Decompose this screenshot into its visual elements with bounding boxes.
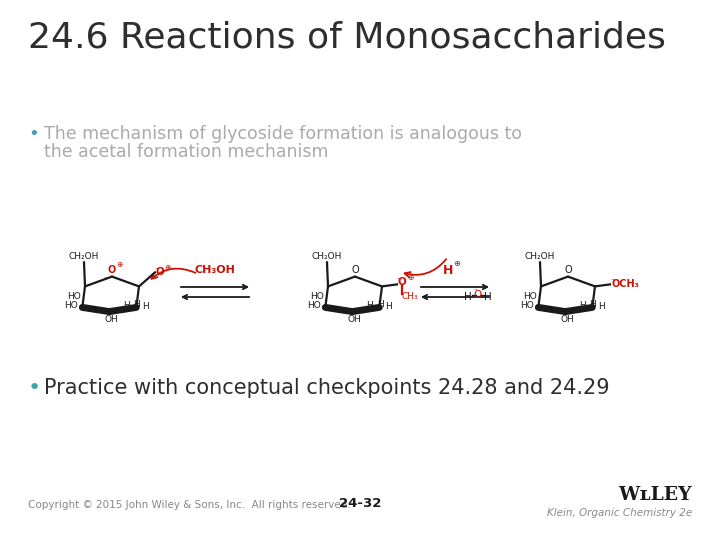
Text: H: H — [598, 302, 605, 311]
Text: ⊕: ⊕ — [164, 263, 171, 272]
Text: HO: HO — [521, 301, 534, 310]
Text: •: • — [28, 125, 39, 143]
Text: Practice with conceptual checkpoints 24.28 and 24.29: Practice with conceptual checkpoints 24.… — [44, 378, 610, 398]
Text: H: H — [385, 302, 392, 311]
Text: ..: .. — [610, 275, 614, 281]
Text: O: O — [108, 265, 116, 275]
Text: H: H — [590, 300, 596, 309]
Text: ⊕: ⊕ — [116, 260, 122, 268]
Text: CH₃OH: CH₃OH — [194, 265, 235, 275]
Text: O: O — [398, 278, 407, 287]
Text: O: O — [564, 265, 572, 275]
Text: H: H — [443, 264, 453, 276]
Text: OCH₃: OCH₃ — [611, 279, 639, 289]
Text: HO: HO — [310, 292, 324, 301]
Text: O: O — [156, 267, 165, 278]
Text: H: H — [484, 292, 492, 302]
Text: CH₃: CH₃ — [401, 292, 418, 301]
Text: H: H — [143, 302, 149, 311]
Text: CH₂OH: CH₂OH — [312, 252, 342, 261]
Text: ..: .. — [474, 285, 478, 291]
Text: HO: HO — [67, 292, 81, 301]
Text: HO: HO — [307, 301, 321, 310]
Text: Copyright © 2015 John Wiley & Sons, Inc.  All rights reserved.: Copyright © 2015 John Wiley & Sons, Inc.… — [28, 500, 351, 510]
Text: WʟLEY: WʟLEY — [618, 486, 692, 504]
Text: OH: OH — [104, 315, 118, 323]
Text: H: H — [134, 300, 140, 309]
Text: O: O — [474, 290, 482, 300]
Text: H: H — [366, 301, 373, 310]
Text: Klein, Organic Chemistry 2e: Klein, Organic Chemistry 2e — [546, 508, 692, 518]
Text: OH: OH — [348, 315, 361, 323]
Text: the acetal formation mechanism: the acetal formation mechanism — [44, 143, 328, 161]
Text: The mechanism of glycoside formation is analogous to: The mechanism of glycoside formation is … — [44, 125, 522, 143]
Text: CH₂OH: CH₂OH — [525, 252, 555, 261]
Text: ..: .. — [396, 274, 400, 280]
Text: HO: HO — [65, 301, 78, 310]
Text: O: O — [351, 265, 359, 275]
Text: H: H — [123, 301, 130, 310]
Text: •: • — [28, 378, 41, 398]
Text: CH₂OH: CH₂OH — [69, 252, 99, 261]
Text: OH: OH — [560, 315, 574, 323]
Text: ..: .. — [154, 265, 158, 271]
Text: HO: HO — [523, 292, 537, 301]
Text: 24.6 Reactions of Monosaccharides: 24.6 Reactions of Monosaccharides — [28, 20, 666, 54]
Text: H: H — [464, 292, 472, 302]
Text: ⊕: ⊕ — [407, 273, 413, 282]
Text: H: H — [580, 301, 586, 310]
Text: H: H — [377, 300, 383, 309]
Text: ..: .. — [104, 273, 108, 279]
Text: ⊕: ⊕ — [454, 260, 461, 268]
Text: 24-32: 24-32 — [339, 497, 381, 510]
